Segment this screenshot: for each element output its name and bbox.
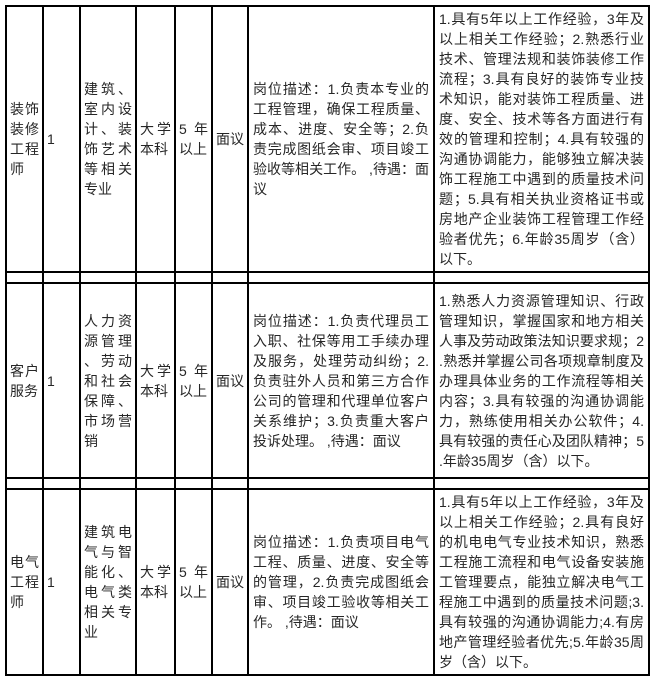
cell-description: 岗位描述：1.负责项目电气工程、质量、进度、安全等的管理，2.负责完成图纸会审、…	[247, 488, 435, 676]
job-row-electrical-engineer: 电气工程师 1 建筑电气与智能化、电气类相关专业 大学本科 5年以上 面议 岗位…	[5, 488, 650, 676]
cell-position: 电气工程师	[5, 488, 44, 676]
cell-salary: 面议	[211, 5, 249, 273]
job-positions-table: 装饰装修工程师 1 建筑、室内设计、装饰艺术等相关专业 大学本科 5年以上 面议…	[5, 5, 650, 676]
cell-major: 建筑电气与智能化、电气类相关专业	[79, 488, 137, 676]
cell-requirements: 1.具有5年以上工作经验，3年及以上相关工作经验；2.熟悉行业技术、管理法规和装…	[433, 5, 650, 273]
cell-major: 建筑、室内设计、装饰艺术等相关专业	[79, 5, 137, 273]
job-row-decoration-engineer: 装饰装修工程师 1 建筑、室内设计、装饰艺术等相关专业 大学本科 5年以上 面议…	[5, 5, 650, 273]
cell-position: 装饰装修工程师	[5, 5, 44, 273]
cell-requirements: 1.具有5年以上工作经验，3年及以上相关工作经验；2.具有良好的机电电气专业技术…	[433, 488, 650, 676]
cell-salary: 面议	[211, 488, 249, 676]
cell-experience: 5年以上	[174, 5, 213, 273]
row-spacer	[5, 478, 650, 489]
job-row-customer-service: 客户服务 1 人力资源管理、劳动和社会保障、市场营销 大学本科 5年以上 面议 …	[5, 282, 650, 479]
cell-description: 岗位描述：1.负责代理员工入职、社保等用工手续办理及服务，处理劳动纠纷；2.负责…	[247, 282, 435, 479]
cell-headcount: 1	[42, 282, 81, 479]
row-spacer	[5, 272, 650, 283]
cell-education: 大学本科	[135, 488, 176, 676]
cell-education: 大学本科	[135, 5, 176, 273]
cell-experience: 5年以上	[174, 282, 213, 479]
cell-salary: 面议	[211, 282, 249, 479]
cell-headcount: 1	[42, 488, 81, 676]
cell-description: 岗位描述：1.负责本专业的工程管理，确保工程质量、成本、进度、安全等；2.负责完…	[247, 5, 435, 273]
cell-experience: 5年以上	[174, 488, 213, 676]
cell-requirements: 1.熟悉人力资源管理知识、行政管理知识，掌握国家和地方相关人事及劳动政策法知识要…	[433, 282, 650, 479]
cell-major: 人力资源管理、劳动和社会保障、市场营销	[79, 282, 137, 479]
cell-education: 大学本科	[135, 282, 176, 479]
cell-position: 客户服务	[5, 282, 44, 479]
cell-headcount: 1	[42, 5, 81, 273]
